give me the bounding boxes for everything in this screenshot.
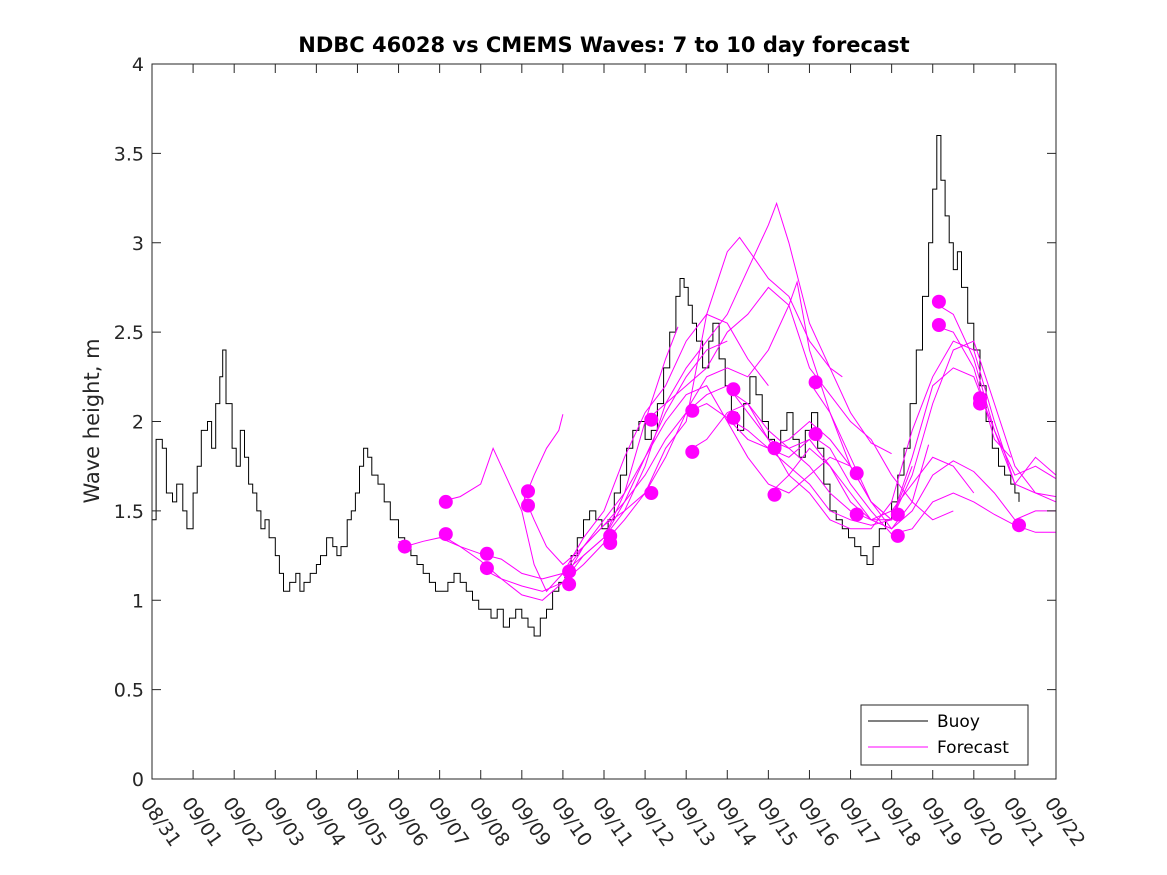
forecast-marker-14 — [685, 403, 700, 418]
y-tick-label: 0 — [132, 769, 144, 791]
legend-box — [860, 704, 1029, 766]
forecast-marker-26 — [931, 294, 946, 309]
plot-area — [152, 64, 1056, 779]
forecast-marker-9 — [562, 577, 577, 592]
forecast-line-13 — [727, 340, 1057, 530]
forecast-marker-6 — [521, 484, 535, 499]
forecast-marker-19 — [767, 487, 782, 502]
y-tick-label: 3 — [132, 233, 144, 255]
forecast-marker-21 — [808, 427, 823, 441]
chart-title: NDBC 46028 vs CMEMS Waves: 7 to 10 day f… — [298, 33, 909, 57]
legend: Buoy Forecast — [860, 704, 1029, 766]
forecast-line-16 — [768, 447, 1056, 530]
forecast-marker-group — [397, 294, 1026, 592]
y-tick-label: 0.5 — [114, 680, 144, 702]
forecast-marker-12 — [644, 412, 659, 427]
forecast-marker-8 — [562, 564, 577, 579]
forecast-marker-23 — [849, 507, 864, 522]
forecast-marker-7 — [521, 498, 535, 513]
forecast-marker-20 — [808, 375, 823, 390]
forecast-marker-4 — [479, 546, 494, 561]
forecast-marker-27 — [931, 318, 946, 332]
forecast-marker-16 — [726, 382, 741, 397]
y-tick-label: 4 — [132, 54, 144, 76]
legend-forecast-label: Forecast — [937, 738, 1009, 758]
forecast-marker-18 — [767, 441, 782, 456]
y-tick-label: 1.5 — [114, 501, 144, 523]
forecast-marker-13 — [644, 486, 659, 500]
forecast-marker-24 — [890, 507, 905, 522]
forecast-marker-3 — [438, 527, 453, 542]
forecast-marker-11 — [603, 536, 618, 550]
forecast-line-1 — [398, 340, 728, 601]
forecast-line-4 — [480, 385, 851, 592]
forecast-marker-22 — [849, 466, 864, 481]
forecast-line-12 — [685, 402, 975, 521]
forecast-marker-15 — [685, 444, 700, 459]
y-tick-label: 3.5 — [114, 143, 144, 165]
y-tick-label: 1 — [132, 590, 144, 612]
forecast-line-7 — [562, 326, 679, 574]
forecast-line-19 — [932, 301, 1057, 486]
forecast-marker-1 — [397, 539, 412, 554]
forecast-marker-5 — [479, 561, 494, 576]
forecast-marker-2 — [438, 494, 453, 509]
buoy-line — [152, 135, 1020, 637]
y-tick-label: 2 — [132, 412, 144, 434]
forecast-line-17 — [809, 381, 930, 530]
forecast-line-3 — [439, 385, 810, 580]
y-axis-label: Wave height, m — [80, 338, 104, 503]
y-tick-label: 2.5 — [114, 322, 144, 344]
forecast-line-20 — [932, 324, 1012, 458]
forecast-marker-30 — [1012, 518, 1026, 533]
legend-buoy-label: Buoy — [937, 712, 980, 732]
buoy-series — [152, 135, 1020, 637]
forecast-marker-17 — [726, 410, 741, 425]
forecast-line-9 — [603, 201, 892, 539]
forecast-marker-25 — [890, 528, 905, 543]
forecast-marker-29 — [973, 396, 987, 411]
